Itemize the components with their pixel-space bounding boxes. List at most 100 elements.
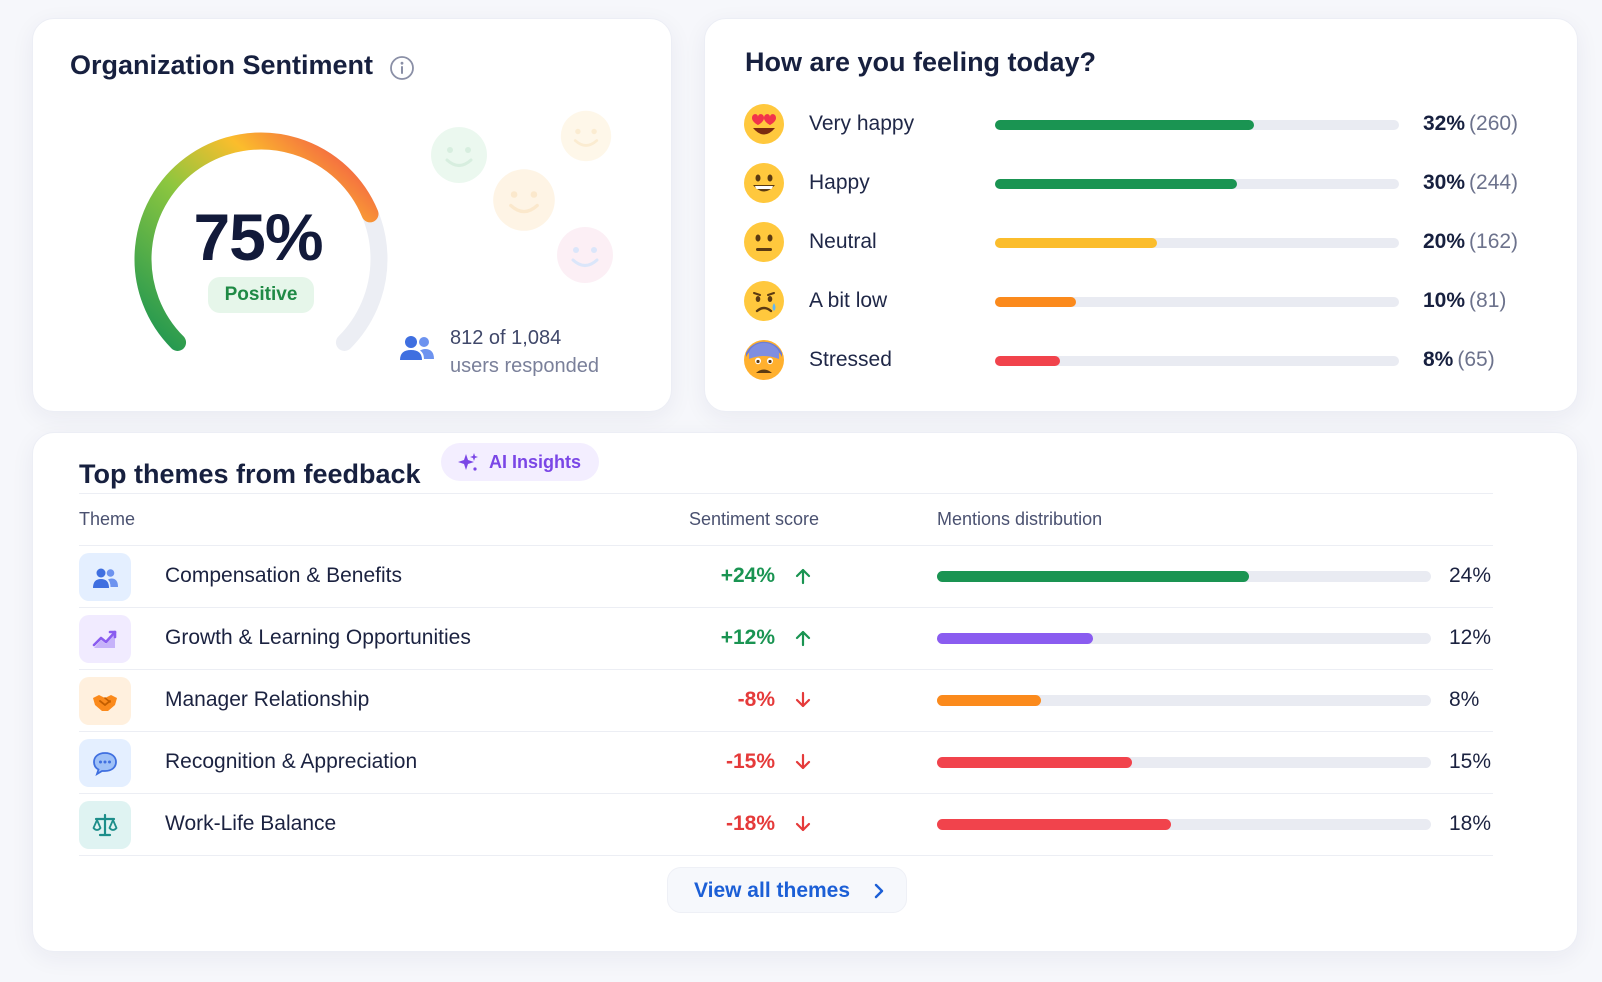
theme-icon-box — [79, 677, 131, 725]
mentions-bar-fill — [937, 757, 1132, 768]
theme-name: Work-Life Balance — [165, 812, 337, 835]
column-header-mentions: Mentions distribution — [937, 509, 1103, 529]
responded-label: users responded — [450, 355, 599, 377]
mentions-bar-fill — [937, 571, 1249, 582]
responded-count: 812 of 1,084 — [450, 327, 562, 349]
mentions-bar-track — [937, 819, 1431, 830]
ai-insights-label: AI Insights — [489, 452, 582, 472]
arrow-up-icon — [795, 568, 811, 585]
stressed-emoji-icon — [744, 340, 784, 380]
mood-percent: 32% (260) — [1423, 112, 1518, 136]
theme-sentiment-score: -15% — [725, 750, 775, 773]
arrow-down-icon — [795, 691, 811, 708]
mood-percent: 20% (162) — [1423, 230, 1518, 254]
mood-row: Stressed 8% (65) — [705, 335, 1577, 385]
info-icon[interactable] — [389, 55, 415, 81]
mood-percent: 30% (244) — [1423, 171, 1518, 195]
mood-bar-fill — [995, 120, 1254, 130]
mentions-bar-track — [937, 571, 1431, 582]
users-icon — [400, 336, 434, 360]
mentions-percent: 12% — [1449, 626, 1492, 649]
mentions-percent: 24% — [1449, 564, 1492, 587]
faded-face-icon — [431, 127, 487, 183]
mentions-percent: 8% — [1449, 688, 1480, 711]
sentiment-score: 75% — [193, 200, 323, 274]
ai-insights-chip[interactable]: AI Insights — [441, 443, 599, 481]
theme-name: Growth & Learning Opportunities — [165, 626, 471, 649]
mentions-bar-track — [937, 757, 1431, 768]
theme-row[interactable]: Manager Relationship -8% 8% — [79, 670, 1493, 732]
mood-label: Neutral — [809, 230, 877, 253]
feeling-today-card: How are you feeling today? Very happy 32%… — [704, 18, 1578, 412]
grinning-emoji-icon — [744, 163, 784, 203]
faded-face-icon — [557, 227, 613, 283]
columns-divider — [79, 545, 1493, 546]
mood-row: Happy 30% (244) — [705, 158, 1577, 208]
organization-sentiment-card: Organization Sentiment 75% Positive — [32, 18, 672, 412]
theme-row[interactable]: Work-Life Balance -18% 18% — [79, 794, 1493, 856]
mentions-percent: 15% — [1449, 750, 1492, 773]
mood-percent: 10% (81) — [1423, 289, 1506, 313]
mood-count: (162) — [1469, 230, 1519, 253]
mentions-bar-fill — [937, 819, 1171, 830]
mood-count: (81) — [1469, 289, 1507, 312]
arrow-down-icon — [795, 753, 811, 770]
top-themes-card: Top themes from feedback AI Insights The… — [32, 432, 1578, 952]
mood-bar-track — [995, 297, 1399, 307]
chevron-right-icon — [874, 883, 884, 899]
mood-count: (65) — [1457, 348, 1495, 371]
mentions-bar-fill — [937, 633, 1093, 644]
growth-chart-icon — [92, 630, 117, 648]
faded-face-icon — [493, 169, 555, 231]
mentions-bar-track — [937, 633, 1431, 644]
mood-label: Very happy — [809, 112, 915, 135]
arrow-down-icon — [795, 815, 811, 832]
theme-row[interactable]: Compensation & Benefits +24% 24% — [79, 546, 1493, 608]
theme-sentiment-score: +24% — [720, 564, 775, 587]
neutral-emoji-icon — [744, 222, 784, 262]
theme-icon-box — [79, 615, 131, 663]
mood-bar-track — [995, 120, 1399, 130]
theme-name: Recognition & Appreciation — [165, 750, 418, 773]
mentions-bar-fill — [937, 695, 1041, 706]
theme-row[interactable]: Recognition & Appreciation -15% 15% — [79, 732, 1493, 794]
sad-emoji-icon — [744, 281, 784, 321]
theme-sentiment-score: -18% — [725, 812, 775, 835]
mood-row: Very happy 32% (260) — [705, 99, 1577, 149]
handshake-icon — [93, 695, 117, 711]
mood-bar-fill — [995, 238, 1157, 248]
column-header-sentiment-score: Sentiment score — [689, 509, 820, 529]
mood-label: Happy — [809, 171, 870, 194]
theme-name: Manager Relationship — [165, 688, 370, 711]
mood-bar-fill — [995, 356, 1060, 366]
theme-row[interactable]: Growth & Learning Opportunities +12% 12% — [79, 608, 1493, 670]
balance-scale-icon — [92, 813, 118, 837]
theme-sentiment-score: -8% — [737, 688, 775, 711]
mood-percent-value: 20% — [1423, 230, 1466, 253]
column-header-theme: Theme — [79, 509, 136, 529]
mood-bar-fill — [995, 179, 1238, 189]
chat-bubble-icon — [93, 752, 117, 776]
mood-count: (260) — [1469, 112, 1519, 135]
sentiment-title: Organization Sentiment — [70, 50, 374, 80]
view-all-themes-label: View all themes — [694, 879, 851, 902]
mood-bar-fill — [995, 297, 1076, 307]
sparkle-icon — [458, 453, 478, 471]
theme-icon-box — [79, 801, 131, 849]
faded-face-icon — [560, 110, 612, 162]
feeling-title: How are you feeling today? — [745, 47, 1097, 77]
people-icon — [93, 568, 118, 588]
mentions-percent: 18% — [1449, 812, 1492, 835]
mood-percent: 8% (65) — [1423, 348, 1495, 372]
mentions-bar-track — [937, 695, 1431, 706]
theme-sentiment-score: +12% — [720, 626, 775, 649]
heart-eyes-emoji-icon — [744, 104, 784, 144]
mood-bar-track — [995, 238, 1399, 248]
mood-label: Stressed — [809, 348, 892, 371]
header-divider — [79, 493, 1493, 494]
mood-percent-value: 32% — [1423, 112, 1466, 135]
view-all-themes-button[interactable]: View all themes — [667, 867, 907, 913]
mood-percent-value: 8% — [1423, 348, 1454, 371]
theme-icon-box — [79, 739, 131, 787]
mood-percent-value: 30% — [1423, 171, 1466, 194]
